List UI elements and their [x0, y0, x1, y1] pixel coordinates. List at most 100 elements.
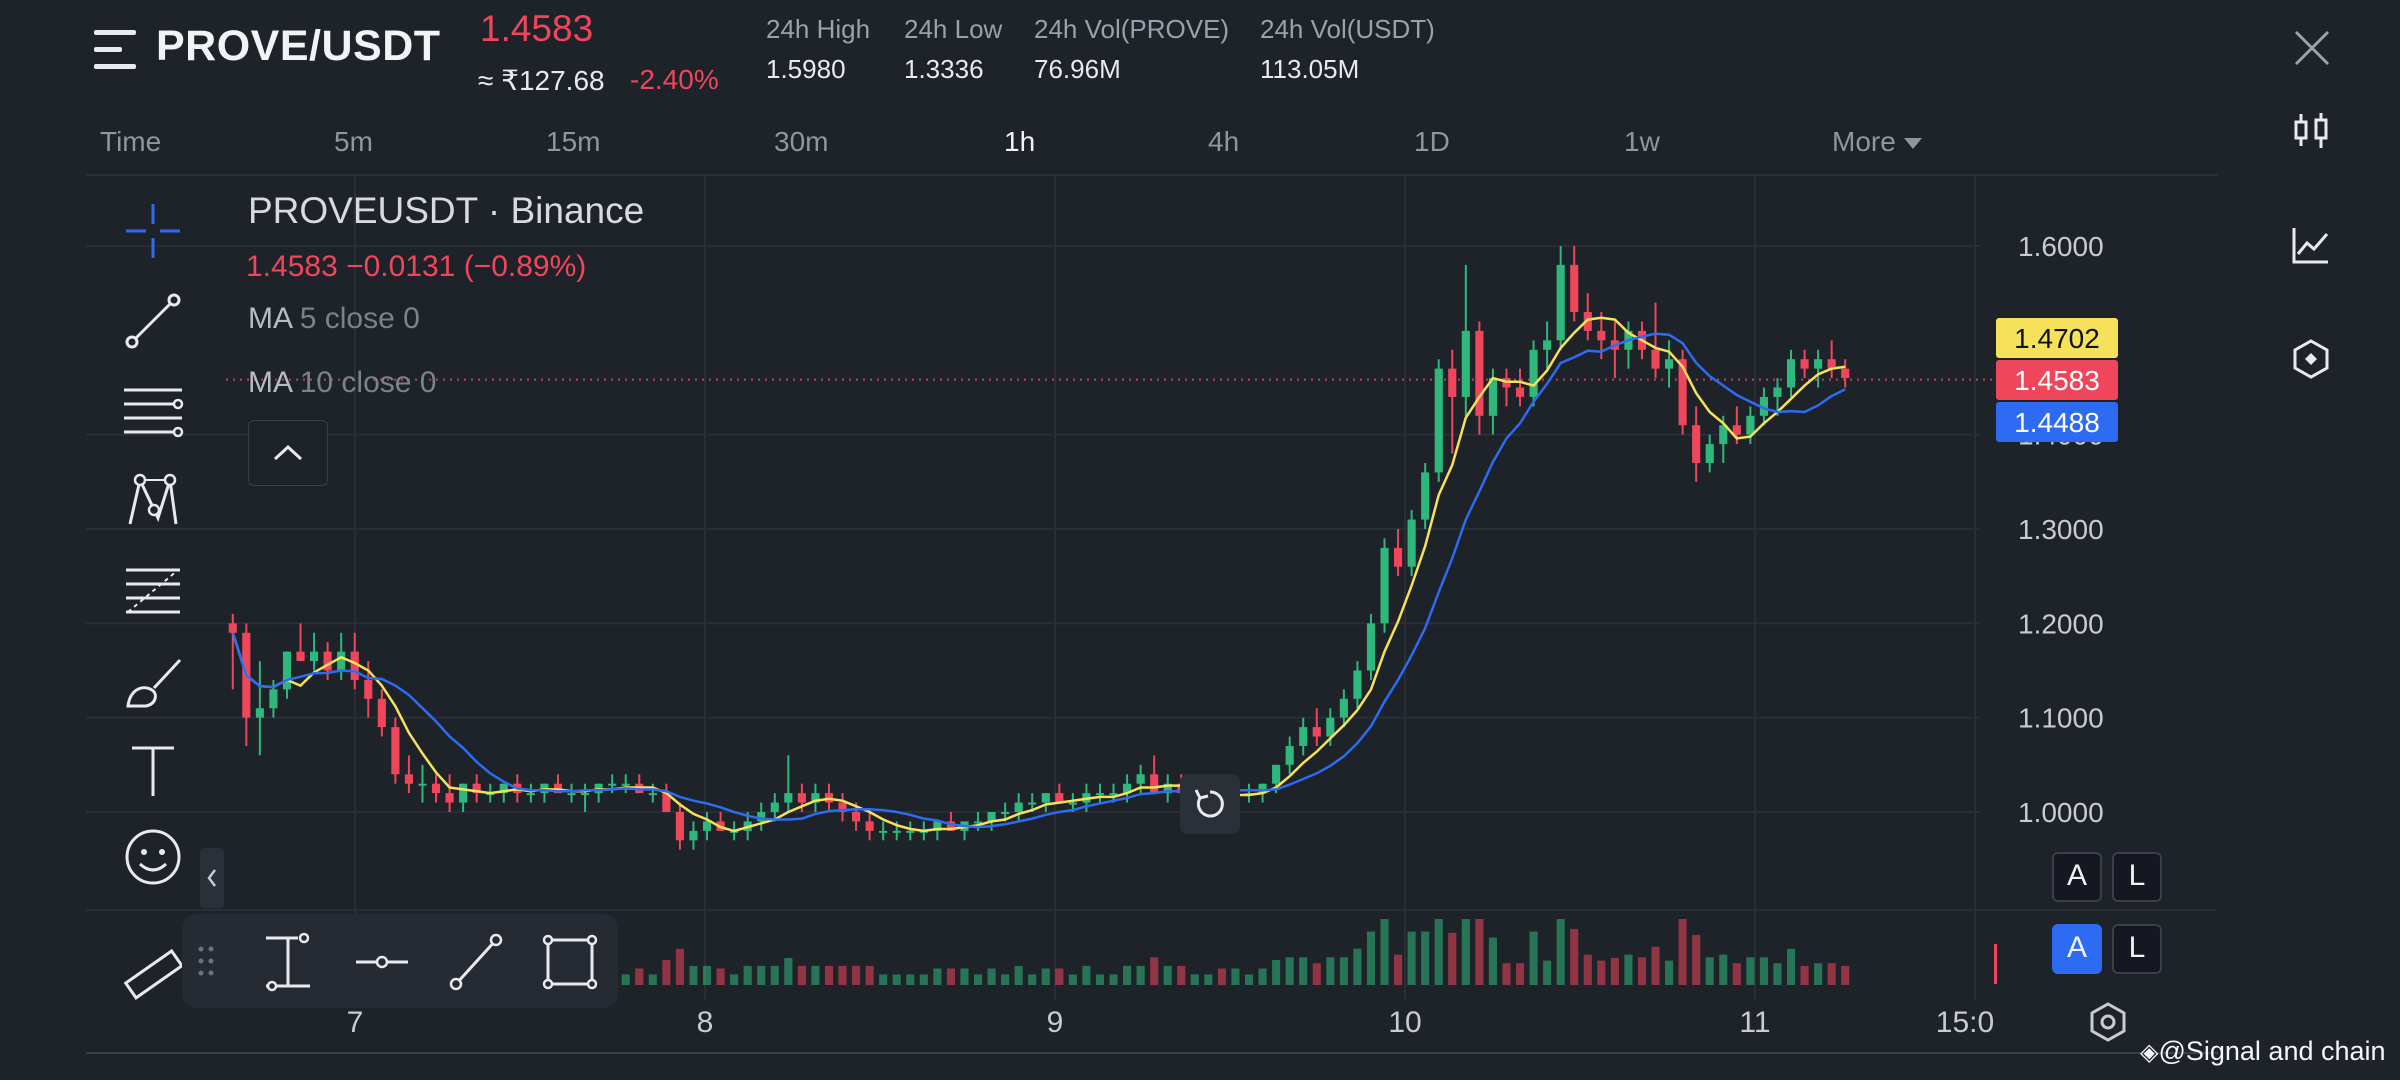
candlestick-icon[interactable]: [2290, 110, 2332, 152]
candle: [1800, 359, 1809, 369]
candle: [1299, 727, 1308, 746]
auto-scale-button-price[interactable]: A: [2052, 852, 2102, 902]
tab-15m[interactable]: 15m: [546, 126, 601, 157]
candle: [1434, 368, 1443, 473]
volume-bar: [757, 965, 766, 985]
candle: [445, 793, 454, 803]
chart-settings-icon[interactable]: [2086, 1000, 2130, 1044]
volume-bar: [1461, 919, 1470, 985]
ma10-legend[interactable]: MA 10 close 0: [248, 366, 436, 400]
horizontal-lines-icon[interactable]: [118, 376, 188, 446]
volume-bar: [1190, 974, 1199, 985]
volume-bar: [1570, 928, 1579, 985]
price-tag: 1.4583: [1996, 360, 2118, 400]
crosshair-icon[interactable]: [118, 196, 188, 266]
chart-symbol-title: PROVEUSDT · Binance: [248, 190, 645, 231]
tab-30m[interactable]: 30m: [774, 126, 829, 157]
price-range-icon[interactable]: [258, 932, 318, 992]
reset-view-button[interactable]: [1180, 774, 1240, 834]
volume-bar: [1746, 957, 1755, 985]
candle: [404, 774, 413, 784]
stat-value-high: 1.5980: [766, 54, 846, 84]
candle: [946, 821, 955, 831]
candle: [973, 821, 983, 824]
candle: [933, 821, 942, 831]
candle: [1163, 783, 1172, 794]
trendline-icon[interactable]: [118, 286, 188, 356]
tab-1d[interactable]: 1D: [1414, 126, 1450, 157]
tab-4h[interactable]: 4h: [1208, 126, 1240, 157]
candle: [662, 793, 671, 812]
brush-icon[interactable]: [118, 646, 188, 716]
menu-icon[interactable]: [94, 30, 136, 70]
chevron-down-icon: [1903, 138, 1922, 150]
tools-collapse-toggle[interactable]: [200, 848, 224, 908]
candle: [1272, 764, 1281, 784]
indicator-chart-icon[interactable]: [2290, 224, 2332, 266]
x-tick-label: 11: [1739, 1006, 1770, 1039]
ma5-legend[interactable]: MA 5 close 0: [248, 302, 420, 336]
log-scale-button-volume[interactable]: L: [2112, 924, 2162, 974]
volume-bar: [1041, 968, 1050, 985]
volume-bar: [1678, 919, 1687, 985]
emoji-icon[interactable]: [118, 822, 188, 892]
volume-bar: [1841, 965, 1850, 985]
candle: [499, 783, 508, 794]
candle: [1719, 425, 1728, 445]
text-tool-icon[interactable]: [118, 736, 188, 806]
volume-bar: [1651, 946, 1660, 985]
stat-value-vol-usdt: 113.05M: [1260, 54, 1360, 84]
candle: [1773, 387, 1782, 397]
candle: [1366, 623, 1376, 671]
candle: [377, 698, 386, 728]
legend-collapse-button[interactable]: [248, 420, 328, 486]
rectangle-tool-icon[interactable]: [540, 932, 600, 992]
candle: [228, 623, 237, 633]
candle: [879, 830, 888, 833]
volume-bar: [1136, 965, 1145, 985]
log-scale-button-price[interactable]: L: [2112, 852, 2162, 902]
stat-value-low: 1.3336: [904, 54, 984, 84]
candle: [702, 821, 712, 831]
ma5-name: MA: [248, 302, 292, 335]
candle: [296, 651, 305, 662]
candle: [391, 727, 400, 775]
line-segment-icon[interactable]: [446, 932, 506, 992]
volume-bar: [852, 965, 861, 985]
tab-1w[interactable]: 1w: [1624, 126, 1660, 157]
candle: [1055, 793, 1064, 803]
candle: [1746, 415, 1755, 435]
horizontal-ray-icon[interactable]: [352, 932, 412, 992]
divider: [86, 174, 2218, 176]
tab-1h[interactable]: 1h: [1004, 126, 1036, 157]
fibonacci-icon[interactable]: [118, 556, 188, 626]
drag-handle-icon[interactable]: [196, 944, 216, 978]
close-icon[interactable]: [2292, 28, 2332, 68]
ruler-icon[interactable]: [118, 940, 188, 1010]
candle: [337, 651, 346, 671]
auto-scale-button-volume[interactable]: A: [2052, 924, 2102, 974]
y-tick-label: 1.1000: [2018, 703, 2104, 734]
volume-bar: [946, 968, 955, 985]
tab-5m[interactable]: 5m: [334, 126, 373, 157]
x-tick-label: 9: [1047, 1006, 1064, 1039]
volume-bar: [1637, 957, 1647, 985]
candle: [1461, 330, 1470, 397]
settings-hexagon-icon[interactable]: [2290, 338, 2332, 380]
pattern-tool-icon[interactable]: [118, 466, 188, 536]
volume-bar: [1123, 965, 1132, 985]
candle: [784, 793, 793, 803]
candle: [1665, 359, 1674, 369]
volume-bar: [716, 968, 725, 985]
volume-bar: [919, 974, 928, 985]
volume-bar: [1814, 963, 1823, 985]
candle: [1380, 547, 1389, 624]
volume-bar: [933, 968, 942, 985]
x-tick-label: 15:0: [1936, 1006, 1994, 1039]
pair-title[interactable]: PROVE/USDT: [156, 22, 441, 70]
tab-more[interactable]: More: [1832, 126, 1922, 158]
ma10-line: [231, 332, 1846, 829]
candle: [1515, 387, 1525, 397]
tab-time[interactable]: Time: [100, 126, 162, 157]
volume-bar: [1705, 957, 1714, 985]
